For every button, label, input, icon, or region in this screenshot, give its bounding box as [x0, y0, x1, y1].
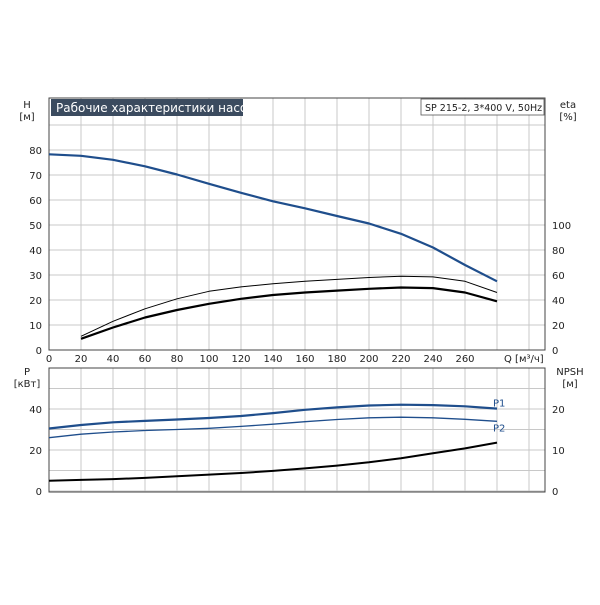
power-p1-curve	[48, 403, 498, 430]
x-tick-label: 120	[231, 354, 250, 365]
npsh-curve	[48, 441, 498, 482]
y-tick-label: 60	[29, 196, 42, 207]
chart-title: Рабочие характеристики насоса	[56, 101, 261, 115]
x-tick-label: 60	[139, 354, 152, 365]
y2-axis-unit-eta: [%]	[559, 112, 576, 123]
y-tick-label: 10	[29, 321, 42, 332]
y2-axis-unit-npsh: [м]	[562, 379, 577, 390]
chart-title-box	[51, 99, 243, 116]
y-axis-name-h: H	[23, 100, 31, 111]
y-axis-name-p: P	[24, 367, 30, 378]
y2-tick-label: 100	[552, 221, 571, 232]
x-tick-label: 160	[295, 354, 314, 365]
power-p2-curve	[48, 416, 498, 439]
y-tick-label: 80	[29, 146, 42, 157]
y-axis-unit-p: [кВт]	[14, 379, 41, 390]
y2-tick-label: 40	[552, 296, 565, 307]
top-plot-frame	[48, 97, 546, 351]
y2-tick-label: 0	[552, 346, 558, 357]
y-tick-label: 20	[29, 296, 42, 307]
chart-subtitle: SP 215-2, 3*400 V, 50Hz	[425, 103, 542, 114]
efficiency-curve-thick	[80, 286, 498, 340]
y-tick-label: 50	[29, 221, 42, 232]
x-tick-label: 20	[75, 354, 88, 365]
y-tick-label: 40	[29, 246, 42, 257]
p-tick-label: 0	[36, 487, 42, 498]
x-tick-label: 180	[327, 354, 346, 365]
x-tick-label: 240	[423, 354, 442, 365]
x-tick-label: 140	[263, 354, 282, 365]
y2-tick-label: 60	[552, 271, 565, 282]
npsh-tick-label: 20	[552, 405, 565, 416]
head-curve	[48, 153, 498, 283]
top-plot-area	[49, 98, 545, 350]
chart-subtitle-box	[420, 98, 545, 116]
x-tick-label: 100	[199, 354, 218, 365]
y2-axis-name-eta: eta	[560, 100, 576, 111]
x-tick-label: 200	[359, 354, 378, 365]
bottom-plot-frame	[48, 367, 546, 493]
y2-axis-name-npsh: NPSH	[556, 367, 583, 378]
y-tick-label: 70	[29, 171, 42, 182]
y-tick-label: 30	[29, 271, 42, 282]
x-tick-label: 0	[46, 354, 52, 365]
npsh-tick-label: 0	[552, 487, 558, 498]
npsh-tick-label: 10	[552, 446, 565, 457]
p-tick-label: 40	[29, 405, 42, 416]
y-tick-label: 0	[36, 346, 42, 357]
x-tick-label: 220	[391, 354, 410, 365]
x-tick-label: 260	[455, 354, 474, 365]
p-tick-label: 20	[29, 446, 42, 457]
y2-tick-label: 20	[552, 321, 565, 332]
x-tick-label: 80	[171, 354, 184, 365]
series-label-p1: P1	[493, 399, 505, 410]
y2-tick-label: 80	[552, 246, 565, 257]
y-axis-unit-h: [м]	[19, 112, 34, 123]
x-tick-label: 40	[107, 354, 120, 365]
series-label-p2: P2	[493, 423, 505, 434]
efficiency-curve-thin	[80, 275, 498, 337]
x-axis-label: Q [м³/ч]	[504, 354, 544, 365]
